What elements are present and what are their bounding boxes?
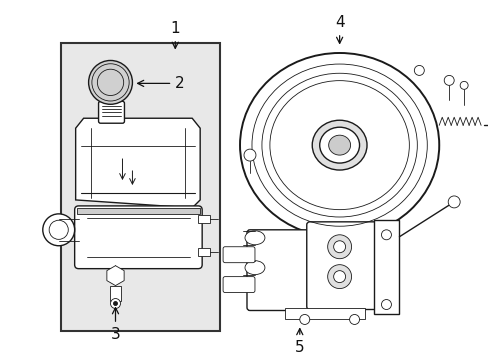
Text: 2: 2 xyxy=(137,76,184,91)
Circle shape xyxy=(113,302,117,306)
Ellipse shape xyxy=(244,231,264,245)
Bar xyxy=(61,42,220,332)
FancyBboxPatch shape xyxy=(99,101,124,123)
Circle shape xyxy=(42,214,75,246)
Circle shape xyxy=(349,315,359,324)
Ellipse shape xyxy=(328,135,350,155)
Bar xyxy=(77,208,200,214)
Circle shape xyxy=(299,315,309,324)
Ellipse shape xyxy=(319,127,359,163)
Circle shape xyxy=(327,265,351,289)
Text: 3: 3 xyxy=(110,308,120,342)
Circle shape xyxy=(244,149,255,161)
Text: 4: 4 xyxy=(334,15,344,43)
Circle shape xyxy=(459,81,467,89)
Polygon shape xyxy=(76,118,200,208)
FancyBboxPatch shape xyxy=(75,206,202,269)
Ellipse shape xyxy=(312,120,366,170)
Ellipse shape xyxy=(244,261,264,275)
FancyBboxPatch shape xyxy=(246,230,312,310)
Circle shape xyxy=(447,196,459,208)
Circle shape xyxy=(381,230,390,240)
Circle shape xyxy=(110,298,120,309)
Circle shape xyxy=(327,235,351,259)
FancyBboxPatch shape xyxy=(223,276,254,293)
FancyBboxPatch shape xyxy=(306,222,377,310)
Ellipse shape xyxy=(240,53,438,237)
Bar xyxy=(198,248,210,256)
Text: 5: 5 xyxy=(294,329,304,355)
Circle shape xyxy=(333,271,345,283)
Bar xyxy=(374,220,399,315)
Bar xyxy=(285,307,364,319)
Circle shape xyxy=(381,300,390,310)
Bar xyxy=(198,215,210,223)
FancyBboxPatch shape xyxy=(223,247,254,263)
Circle shape xyxy=(413,66,424,75)
Circle shape xyxy=(88,60,132,104)
Circle shape xyxy=(333,241,345,253)
Circle shape xyxy=(443,75,453,85)
Bar xyxy=(109,285,121,301)
Polygon shape xyxy=(107,266,124,285)
Text: 1: 1 xyxy=(170,21,180,48)
